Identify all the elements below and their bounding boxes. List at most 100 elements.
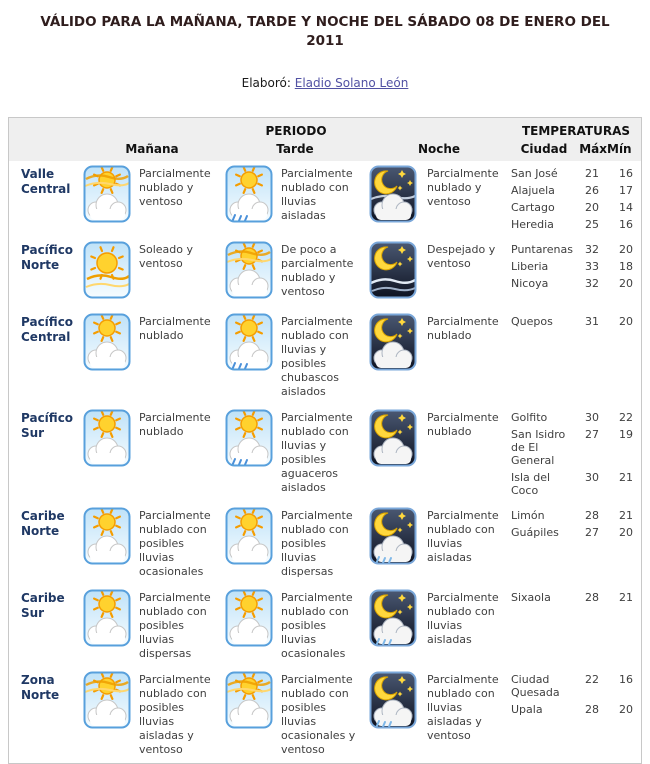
sun-cloud-icon (223, 589, 279, 651)
byline: Elaboró: Eladio Solano León (0, 76, 650, 90)
forecast-row: Pacífico Sur Parcialmente nublado Parcialm… (9, 405, 641, 503)
night-cloud-icon (367, 409, 425, 471)
min-temp: 21 (619, 471, 633, 484)
city-name: Upala (511, 703, 543, 716)
city-name: Golfito (511, 411, 548, 424)
city-name: Sixaola (511, 591, 551, 604)
region-header-spacer (9, 124, 81, 139)
max-temp: 27 (585, 428, 599, 441)
forecast-text: Parcialmente nublado (427, 315, 499, 342)
city-name: Ciudad Quesada (511, 673, 560, 699)
forecast-text: Parcialmente nublado con lluvias aislada… (427, 673, 499, 742)
forecast-row: Pacífico Central Parcialmente nublado Parc… (9, 309, 641, 405)
min-temp: 20 (619, 703, 633, 716)
forecast-row: Pacífico Norte Soleado y ventoso De poco a… (9, 237, 641, 309)
sun-cloud-rain-icon (223, 165, 279, 227)
max-temp: 28 (585, 703, 599, 716)
region-label: Zona Norte (21, 673, 60, 702)
city-name: Nicoya (511, 277, 549, 290)
forecast-row: Zona Norte Parcialmente nublado con posib… (9, 667, 641, 763)
min-temp: 16 (619, 218, 633, 231)
sun-cloud-icon (223, 507, 279, 569)
max-temp: 27 (585, 526, 599, 539)
region-label: Pacífico Central (21, 315, 74, 344)
temperatures-group-header: TEMPERATURAS (521, 124, 630, 138)
forecast-text: De poco a parcialmente nublado y ventoso (281, 243, 354, 298)
min-temp: 21 (619, 509, 633, 522)
city-name: San José (511, 167, 558, 180)
city-temps: Golfito 30 22 San Isidro de El General 27 19 I… (511, 409, 641, 497)
forecast-text: Parcialmente nublado con posibles lluvia… (281, 509, 353, 578)
max-temp: 33 (585, 260, 599, 273)
min-temp: 20 (619, 243, 633, 256)
night-windy-icon (367, 241, 425, 303)
min-temp: 21 (619, 591, 633, 604)
forecast-text: Parcialmente nublado y ventoso (139, 167, 211, 208)
max-temp: 32 (585, 243, 599, 256)
forecast-text: Parcialmente nublado con posibles lluvia… (281, 591, 353, 660)
min-column-header: Mín (607, 142, 632, 156)
forecast-text: Parcialmente nublado con posibles lluvia… (281, 673, 356, 756)
sun-cloud-windy-icon (81, 165, 137, 227)
city-name: Limón (511, 509, 545, 522)
forecast-text: Parcialmente nublado (139, 411, 211, 438)
sun-cloud-windy-icon (223, 671, 279, 733)
forecast-text: Parcialmente nublado con lluvias y posib… (281, 315, 353, 398)
night-cloud-rain-icon (367, 671, 425, 733)
city-temps: Sixaola 28 21 (511, 589, 641, 604)
region-label: Caribe Norte (21, 509, 65, 538)
forecast-text: Despejado y ventoso (427, 243, 496, 270)
city-temps: Limón 28 21 Guápiles 27 20 (511, 507, 641, 539)
sun-cloud-rain-icon (223, 313, 279, 375)
period-group-header: PERIODO (265, 124, 327, 138)
forecast-rows: Valle Central Parcialmente nublado y vent… (9, 161, 641, 763)
manana-column-header: Mañana (125, 142, 179, 156)
city-name: Liberia (511, 260, 549, 273)
max-temp: 26 (585, 184, 599, 197)
sun-cloud-icon (81, 507, 137, 569)
min-temp: 17 (619, 184, 633, 197)
max-temp: 28 (585, 509, 599, 522)
region-column-header-spacer (9, 142, 81, 157)
forecast-text: Parcialmente nublado con posibles lluvia… (139, 509, 211, 578)
max-temp: 28 (585, 591, 599, 604)
forecast-text: Parcialmente nublado con posibles lluvia… (139, 591, 211, 660)
forecast-text: Parcialmente nublado (427, 411, 499, 438)
night-cloud-icon (367, 313, 425, 375)
forecast-row: Caribe Sur Parcialmente nublado con posib… (9, 585, 641, 667)
max-column-header: Máx (579, 142, 607, 156)
max-temp: 21 (585, 167, 599, 180)
region-label: Pacífico Norte (21, 243, 74, 272)
city-name: Alajuela (511, 184, 555, 197)
max-temp: 31 (585, 315, 599, 328)
city-temps: Ciudad Quesada 22 16 Upala 28 20 (511, 671, 641, 716)
noche-column-header: Noche (417, 142, 461, 156)
city-name: Quepos (511, 315, 553, 328)
city-name: San Isidro de El General (511, 428, 566, 467)
forecast-text: Parcialmente nublado con lluvias aislada… (281, 167, 353, 222)
min-temp: 22 (619, 411, 633, 424)
max-temp: 30 (585, 411, 599, 424)
night-cloud-rain-icon (367, 507, 425, 569)
table-header-columns: Mañana Tarde Noche Ciudad Máx Mín (9, 139, 641, 161)
min-temp: 20 (619, 315, 633, 328)
forecast-table: PERIODO TEMPERATURAS Mañana Tarde Noche … (8, 117, 642, 764)
sun-cloud-rain-icon (223, 409, 279, 471)
forecast-text: Parcialmente nublado y ventoso (427, 167, 499, 208)
city-name: Isla del Coco (511, 471, 551, 497)
night-cloud-windy-icon (367, 165, 425, 227)
min-temp: 18 (619, 260, 633, 273)
min-temp: 14 (619, 201, 633, 214)
forecast-text: Soleado y ventoso (139, 243, 193, 270)
max-temp: 30 (585, 471, 599, 484)
city-name: Cartago (511, 201, 555, 214)
city-temps: Quepos 31 20 (511, 313, 641, 328)
forecast-row: Valle Central Parcialmente nublado y vent… (9, 161, 641, 237)
tarde-column-header: Tarde (276, 142, 314, 156)
city-name: Guápiles (511, 526, 559, 539)
forecast-row: Caribe Norte Parcialmente nublado con pos… (9, 503, 641, 585)
author-link[interactable]: Eladio Solano León (294, 76, 409, 90)
author-label: Elaboró: (241, 76, 291, 90)
forecast-text: Parcialmente nublado con lluvias y posib… (281, 411, 353, 494)
ciudad-column-header: Ciudad (520, 142, 568, 156)
